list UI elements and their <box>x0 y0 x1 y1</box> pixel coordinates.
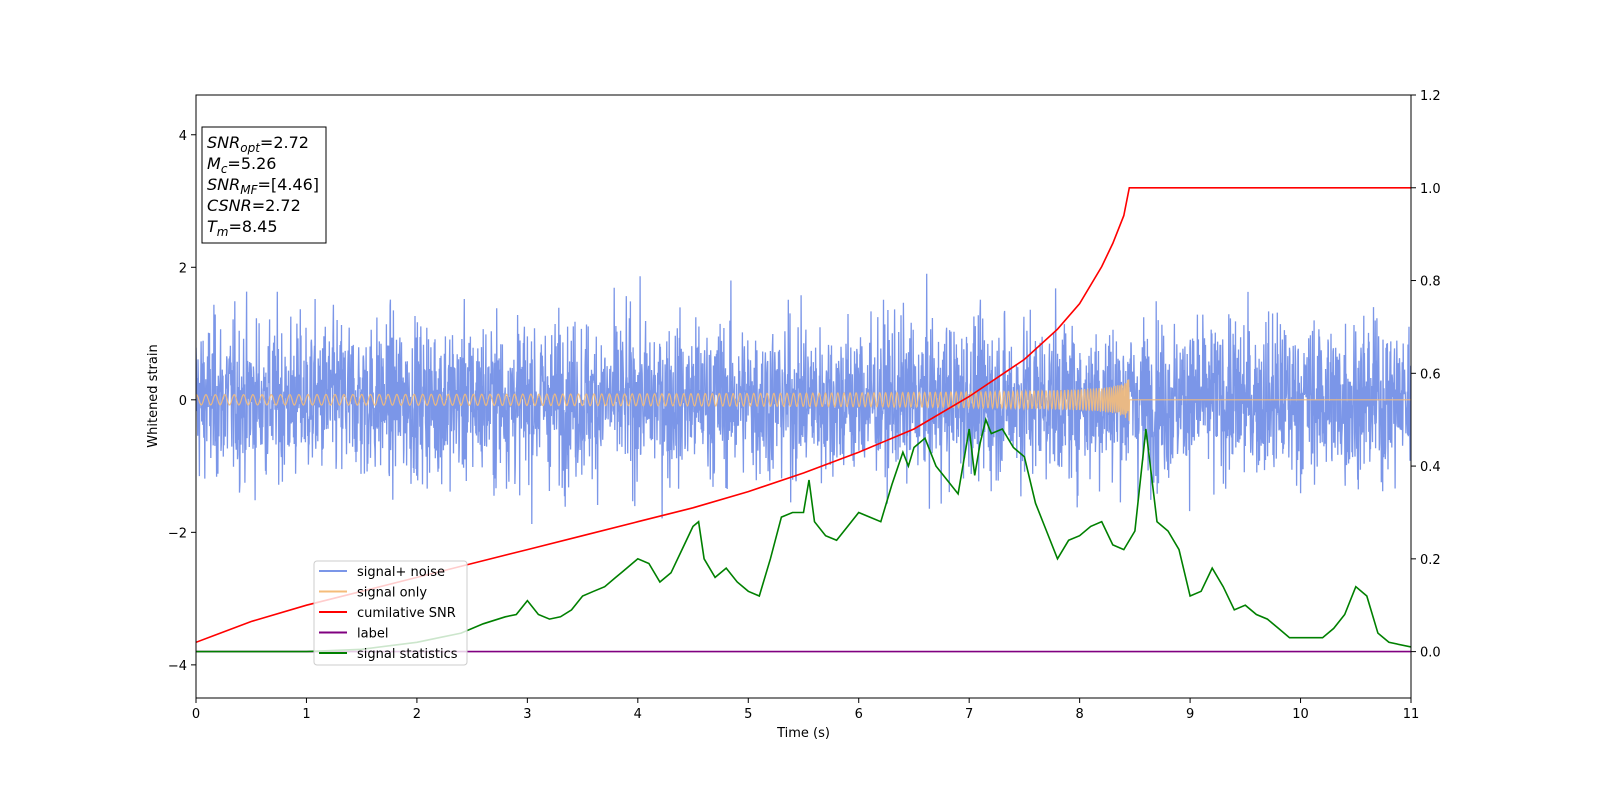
x-tick-label: 4 <box>634 707 642 722</box>
x-tick-label: 9 <box>1186 707 1194 722</box>
annotation-line: SNRopt=2.72 <box>207 133 309 155</box>
x-tick-label: 1 <box>302 707 310 722</box>
y-right-tick-label: 1.0 <box>1420 182 1441 197</box>
annotation-symbol: T <box>207 217 218 236</box>
y-right-tick-label: 1.2 <box>1420 89 1441 104</box>
y-axis-label: Whitened strain <box>146 344 161 447</box>
x-tick-label: 10 <box>1292 707 1309 722</box>
annotation-subscript: m <box>217 225 229 239</box>
annotation-subscript: MF <box>240 183 258 197</box>
y-right-tick-label: 0.6 <box>1420 367 1441 382</box>
annotation-subscript: opt <box>240 141 261 155</box>
legend-entry-label: signal+ noise <box>357 565 445 580</box>
x-tick-label: 6 <box>855 707 863 722</box>
legend: signal+ noise signal only cumilative SNR la… <box>313 560 468 666</box>
x-tick-label: 7 <box>965 707 973 722</box>
y-right-tick-label: 0.8 <box>1420 275 1441 290</box>
annotation-box: SNRopt=2.72Mc=5.26SNRMF=[4.46]CSNR=2.72T… <box>201 126 327 244</box>
annotation-symbol: SNR <box>207 175 240 194</box>
y-right-tick-label: 0.2 <box>1420 553 1441 568</box>
x-tick-label: 2 <box>413 707 421 722</box>
x-tick-label: 11 <box>1403 707 1420 722</box>
annotation-line: SNRMF=[4.46] <box>207 175 319 197</box>
annotation-line: CSNR=2.72 <box>207 196 301 215</box>
x-tick-label: 5 <box>744 707 752 722</box>
y-left-tick-label: 2 <box>179 261 187 276</box>
y-axis-left: −4 −2 0 2 4 <box>168 129 196 674</box>
annotation-symbol: CSNR <box>207 196 252 215</box>
series-signal-noise <box>196 273 1411 525</box>
y-left-tick-label: −4 <box>168 659 187 674</box>
legend-entry-label: signal only <box>357 586 427 601</box>
annotation-value: =5.26 <box>227 154 276 173</box>
annotation-line: Mc=5.26 <box>207 154 276 176</box>
axes-frame <box>195 94 1412 699</box>
series-signal-only <box>196 379 1411 421</box>
y-right-tick-label: 0.4 <box>1420 460 1441 475</box>
annotation-value: =2.72 <box>260 133 309 152</box>
annotation-symbol: SNR <box>207 133 240 152</box>
x-axis: 0 1 2 3 4 5 6 7 8 9 10 11 <box>192 698 1419 722</box>
x-axis-label: Time (s) <box>776 726 830 741</box>
x-tick-label: 8 <box>1075 707 1083 722</box>
y-axis-right: 0.0 0.2 0.4 0.6 0.8 1.0 1.2 <box>1411 89 1441 661</box>
x-tick-label: 3 <box>523 707 531 722</box>
y-right-tick-label: 0.0 <box>1420 646 1441 661</box>
annotation-value: =8.45 <box>228 217 277 236</box>
annotation-value: =[4.46] <box>258 175 320 194</box>
legend-entry-label: signal statistics <box>357 647 458 662</box>
y-left-tick-label: −2 <box>168 526 187 541</box>
annotation-value: =2.72 <box>252 196 301 215</box>
annotation-line: Tm=8.45 <box>207 217 278 239</box>
annotation-symbol: M <box>207 154 221 173</box>
series-signal-statistics <box>196 417 1411 653</box>
annotation-frame <box>201 126 327 244</box>
y-left-tick-label: 0 <box>179 394 187 409</box>
legend-entry-label: label <box>357 627 388 642</box>
y-left-tick-label: 4 <box>179 129 187 144</box>
annotation-subscript: c <box>221 162 228 176</box>
x-tick-label: 0 <box>192 707 200 722</box>
legend-frame <box>313 560 468 666</box>
legend-entry-label: cumilative SNR <box>357 606 456 621</box>
